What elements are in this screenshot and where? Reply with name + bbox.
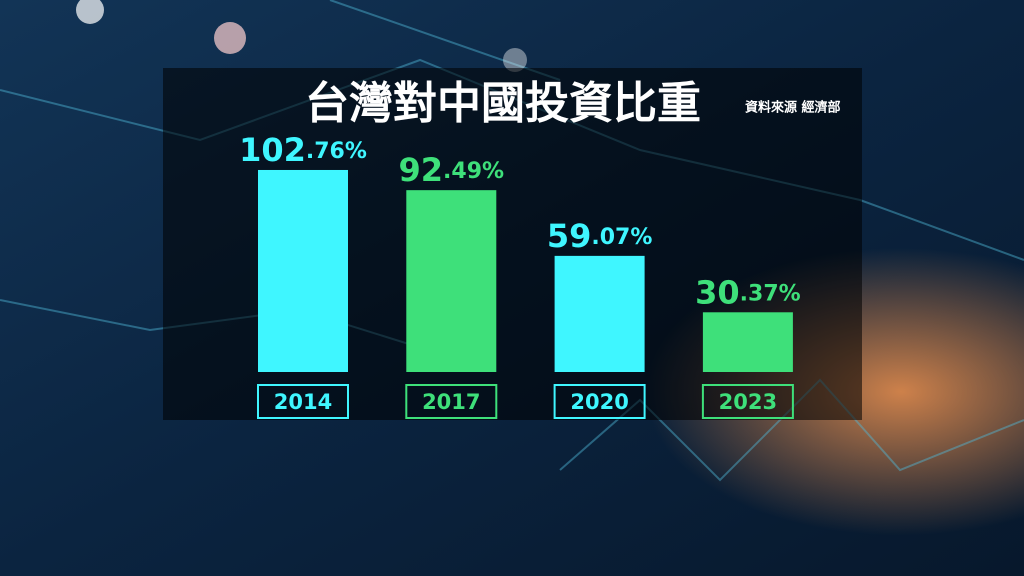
x-tick-label: 2017 [422,390,480,414]
x-tick-label: 2020 [570,390,628,414]
chart-title: 台灣對中國投資比重 [305,78,701,129]
source-note: 資料來源 經濟部 [745,100,841,116]
bar [258,169,348,372]
bar [406,190,497,372]
value-label: 102.76% [239,131,367,169]
value-label: 30.37% [695,273,801,311]
decor-lights [76,0,527,72]
category-box [701,384,794,419]
value-label: 92.49% [399,151,505,189]
category-box [257,384,349,419]
bar [702,312,793,372]
category-box [405,384,498,419]
x-tick-label: 2023 [719,390,777,414]
bar [554,255,645,372]
value-label: 59.07% [547,217,653,255]
category-box [553,384,646,419]
x-tick-label: 2014 [274,390,332,414]
